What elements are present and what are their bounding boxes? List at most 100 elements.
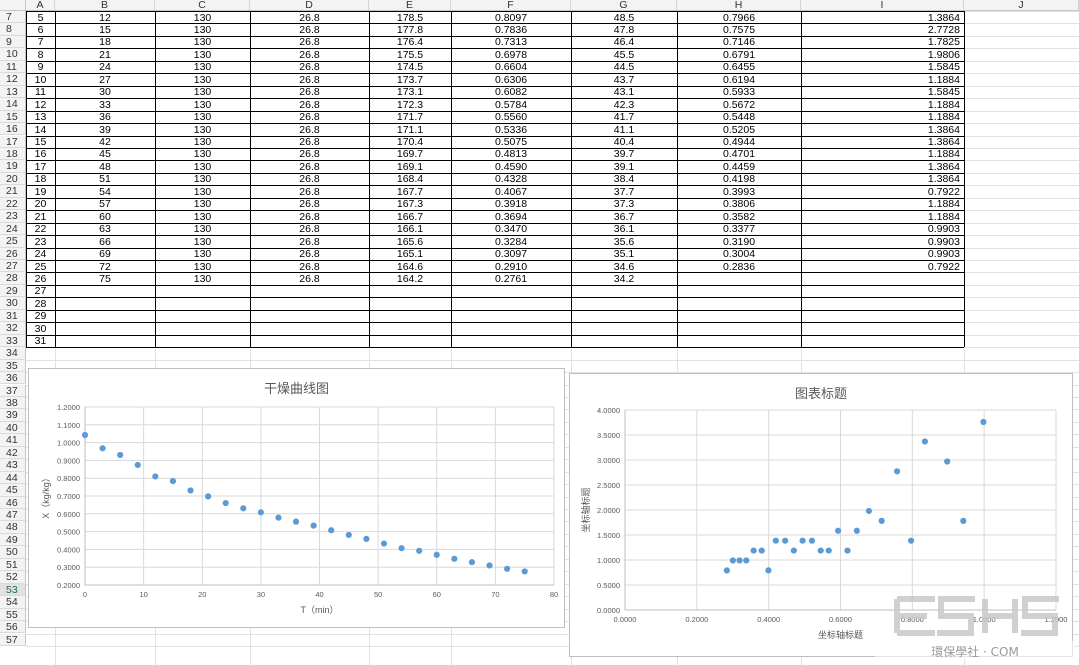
table-cell[interactable]: 1.1884 <box>927 198 960 211</box>
table-cell[interactable]: 37.3 <box>613 198 635 211</box>
table-cell[interactable]: 44.5 <box>613 61 635 74</box>
row-header[interactable]: 8 <box>0 23 26 36</box>
table-cell[interactable]: 130 <box>193 48 212 61</box>
column-header-f[interactable]: F <box>451 0 571 11</box>
table-cell[interactable]: 47.8 <box>613 23 635 36</box>
table-cell[interactable]: 26.8 <box>299 148 320 161</box>
table-cell[interactable] <box>451 335 571 347</box>
row-header[interactable]: 41 <box>0 434 26 447</box>
table-cell[interactable]: 12 <box>99 11 111 24</box>
table-cell[interactable]: 1.7825 <box>927 36 960 49</box>
table-cell[interactable]: 7 <box>37 36 44 49</box>
row-header[interactable]: 53 <box>0 583 26 597</box>
table-cell[interactable] <box>55 310 155 322</box>
row-header[interactable]: 19 <box>0 160 26 173</box>
table-cell[interactable]: 16 <box>34 148 47 161</box>
table-cell[interactable]: 0.3993 <box>722 185 756 198</box>
table-cell[interactable]: 169.7 <box>396 148 424 161</box>
table-cell[interactable]: 165.1 <box>396 248 424 261</box>
row-header[interactable]: 17 <box>0 135 26 148</box>
table-cell[interactable] <box>369 335 451 347</box>
table-cell[interactable]: 35.6 <box>613 235 635 248</box>
row-header[interactable]: 51 <box>0 558 26 572</box>
table-cell[interactable] <box>451 310 571 322</box>
row-header[interactable]: 18 <box>0 147 26 161</box>
table-cell[interactable]: 0.6306 <box>494 73 528 86</box>
row-header[interactable]: 56 <box>0 621 26 634</box>
table-cell[interactable]: 39.7 <box>613 148 635 161</box>
table-cell[interactable] <box>571 323 677 335</box>
table-cell[interactable] <box>55 285 155 297</box>
table-cell[interactable] <box>571 285 677 297</box>
table-cell[interactable]: 130 <box>193 260 212 273</box>
table-cell[interactable]: 0.4701 <box>722 148 756 161</box>
table-cell[interactable] <box>250 323 369 335</box>
table-cell[interactable]: 2.7728 <box>927 23 960 36</box>
table-cell[interactable] <box>451 323 571 335</box>
table-cell[interactable]: 130 <box>193 210 212 223</box>
table-cell[interactable]: 26.8 <box>299 198 320 211</box>
table-cell[interactable]: 0.2910 <box>494 260 528 273</box>
table-cell[interactable]: 26.8 <box>299 173 320 186</box>
table-cell[interactable]: 0.2836 <box>722 260 756 273</box>
table-cell[interactable] <box>155 285 250 297</box>
row-header[interactable]: 57 <box>0 633 26 646</box>
table-cell[interactable]: 30 <box>99 86 111 99</box>
row-header[interactable]: 37 <box>0 384 26 397</box>
table-cell[interactable]: 43.7 <box>613 73 635 86</box>
column-header-j[interactable]: J <box>964 0 1079 11</box>
table-cell[interactable]: 26.8 <box>299 123 320 136</box>
table-cell[interactable]: 21 <box>99 48 111 61</box>
table-cell[interactable]: 12 <box>34 98 47 111</box>
table-cell[interactable]: 0.7313 <box>494 36 528 49</box>
table-cell[interactable]: 130 <box>193 198 212 211</box>
column-header-e[interactable]: E <box>369 0 451 11</box>
table-cell[interactable]: 26.8 <box>299 210 320 223</box>
table-cell[interactable]: 26.8 <box>299 185 320 198</box>
table-cell[interactable] <box>571 298 677 310</box>
table-cell[interactable]: 0.5560 <box>494 111 528 124</box>
table-cell[interactable] <box>155 298 250 310</box>
table-cell[interactable]: 37.7 <box>613 185 635 198</box>
table-cell[interactable]: 169.1 <box>396 160 424 173</box>
table-cell[interactable]: 75 <box>99 272 111 285</box>
row-header[interactable]: 52 <box>0 571 26 584</box>
table-cell[interactable] <box>250 298 369 310</box>
table-cell[interactable]: 40.4 <box>613 136 635 148</box>
table-cell[interactable]: 173.1 <box>396 86 424 99</box>
table-cell[interactable]: 35.1 <box>613 248 635 261</box>
table-cell[interactable] <box>451 285 571 297</box>
table-cell[interactable]: 26.8 <box>299 11 320 24</box>
table-cell[interactable] <box>801 285 964 297</box>
table-cell[interactable] <box>677 298 801 310</box>
table-cell[interactable]: 57 <box>99 198 111 211</box>
table-cell[interactable] <box>677 273 801 285</box>
table-cell[interactable]: 5 <box>37 11 44 24</box>
table-cell[interactable]: 24 <box>34 248 47 261</box>
row-header[interactable]: 24 <box>0 222 26 236</box>
row-header[interactable]: 20 <box>0 172 26 186</box>
table-cell[interactable]: 23 <box>34 235 47 248</box>
table-cell[interactable]: 178.5 <box>396 11 424 24</box>
table-cell[interactable]: 130 <box>193 11 212 24</box>
table-cell[interactable]: 15 <box>34 136 47 148</box>
table-cell[interactable]: 22 <box>34 223 47 236</box>
table-cell[interactable] <box>801 298 964 310</box>
column-header-d[interactable]: D <box>250 0 369 11</box>
row-header[interactable]: 39 <box>0 409 26 422</box>
table-cell[interactable]: 0.5075 <box>494 136 528 148</box>
table-cell[interactable]: 26.8 <box>299 98 320 111</box>
table-cell[interactable]: 8 <box>37 48 44 61</box>
table-cell[interactable]: 0.5336 <box>494 123 528 136</box>
row-header[interactable]: 48 <box>0 521 26 534</box>
column-header-h[interactable]: H <box>677 0 801 11</box>
table-cell[interactable]: 25 <box>34 260 47 273</box>
table-cell[interactable]: 0.9903 <box>927 248 960 261</box>
table-cell[interactable]: 1.3864 <box>927 136 960 148</box>
table-cell[interactable]: 0.7836 <box>494 23 528 36</box>
table-cell[interactable] <box>155 335 250 347</box>
column-header-g[interactable]: G <box>571 0 677 11</box>
table-cell[interactable]: 26.8 <box>299 160 320 173</box>
table-cell[interactable]: 36.7 <box>613 210 635 223</box>
table-cell[interactable]: 26.8 <box>299 86 320 99</box>
